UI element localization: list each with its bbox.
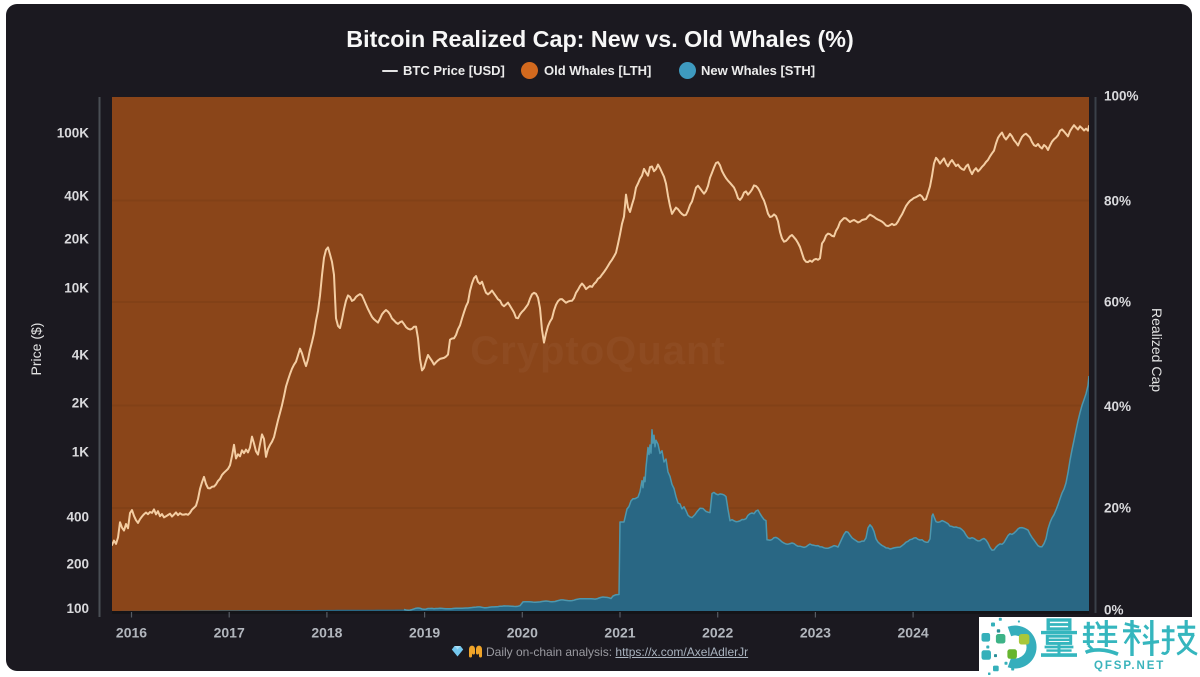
svg-text:60%: 60%	[1104, 295, 1131, 310]
svg-text:4K: 4K	[72, 348, 90, 363]
svg-text:CryptoQuant: CryptoQuant	[470, 329, 725, 373]
svg-text:200: 200	[66, 557, 89, 572]
svg-text:1K: 1K	[72, 445, 90, 460]
svg-text:2018: 2018	[311, 625, 342, 641]
svg-text:100: 100	[66, 601, 89, 616]
svg-text:10K: 10K	[64, 281, 89, 296]
svg-text:2019: 2019	[409, 625, 440, 641]
svg-text:20K: 20K	[64, 232, 89, 247]
svg-text:2023: 2023	[800, 625, 831, 641]
svg-text:400: 400	[66, 510, 89, 525]
svg-text:40K: 40K	[64, 189, 89, 204]
svg-text:0%: 0%	[1104, 603, 1124, 618]
svg-text:2021: 2021	[604, 625, 635, 641]
svg-text:80%: 80%	[1104, 194, 1131, 209]
svg-text:2K: 2K	[72, 396, 90, 411]
svg-text:Price ($): Price ($)	[28, 323, 44, 376]
svg-text:40%: 40%	[1104, 399, 1131, 414]
svg-text:2017: 2017	[214, 625, 245, 641]
svg-text:100%: 100%	[1104, 89, 1139, 104]
svg-text:100K: 100K	[57, 126, 90, 141]
svg-text:2024: 2024	[898, 625, 929, 641]
svg-text:20%: 20%	[1104, 501, 1131, 516]
svg-text:2016: 2016	[116, 625, 147, 641]
svg-text:2022: 2022	[702, 625, 733, 641]
svg-text:Realized Cap: Realized Cap	[1149, 308, 1165, 392]
svg-text:2020: 2020	[507, 625, 538, 641]
